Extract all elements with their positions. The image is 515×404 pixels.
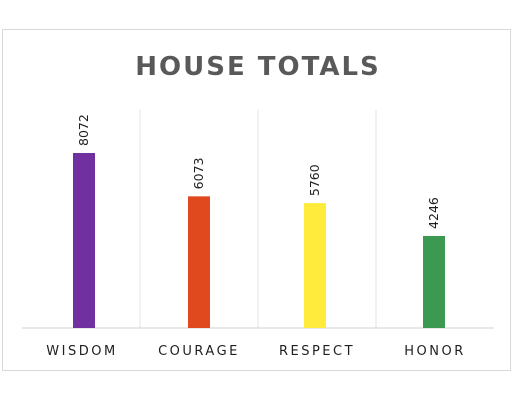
bar-honor [423, 235, 445, 328]
category-label-respect: RESPECT [279, 344, 355, 359]
value-label-courage: 6073 [191, 158, 206, 190]
value-label-honor: 4246 [426, 197, 441, 229]
bar-courage [188, 196, 210, 328]
chart-title: HOUSE TOTALS [135, 52, 380, 82]
value-labels-group: 8072 6073 5760 4246 [76, 114, 441, 229]
category-dividers [139, 110, 377, 328]
bars-group [73, 153, 445, 328]
category-labels-group: WISDOM COURAGE RESPECT HONOR [46, 344, 466, 359]
category-label-honor: HONOR [404, 344, 466, 359]
bar-respect [304, 203, 326, 328]
category-label-wisdom: WISDOM [46, 344, 117, 359]
bar-wisdom [73, 153, 95, 328]
value-label-wisdom: 8072 [76, 114, 91, 146]
value-label-respect: 5760 [307, 164, 322, 196]
category-label-courage: COURAGE [158, 344, 240, 359]
